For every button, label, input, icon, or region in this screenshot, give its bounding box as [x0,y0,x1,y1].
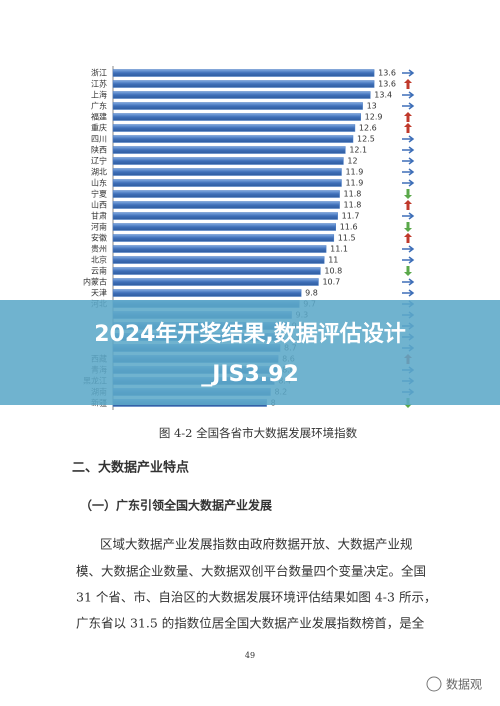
paragraph-line: 31 个省、市、自治区的大数据发展环境评估结果如图 4-3 所示， [76,590,436,605]
category-label: 安徽 [91,233,107,243]
trend-arrow [402,256,415,264]
paragraph-line: 广东省以 31.5 的指数位居全国大数据产业发展指数榜首，是全 [76,616,425,631]
category-label: 山西 [91,200,107,210]
category-label: 山东 [91,178,107,188]
value-label: 13.4 [374,91,392,100]
trend-arrow [404,79,412,89]
trend-arrow [404,233,412,243]
category-label: 天津 [91,288,107,298]
category-label: 重庆 [91,123,107,133]
subheading: （一）广东引领全国大数据产业发展 [80,498,272,513]
bar [112,212,338,220]
category-label: 内蒙古 [83,277,107,287]
value-label: 11.9 [345,168,363,177]
trend-arrow [402,91,415,99]
value-label: 9.8 [305,289,318,298]
bar [112,223,336,231]
value-label: 12.1 [349,146,367,155]
value-label: 11.7 [342,212,360,221]
bar [112,256,325,264]
value-label: 11.8 [344,201,362,210]
banner [0,300,500,405]
category-label: 宁夏 [91,189,107,199]
trend-arrow [402,146,415,154]
value-label: 12.5 [357,135,375,144]
bar [112,201,340,209]
bar [112,113,361,121]
value-label: 10.8 [324,267,342,276]
trend-arrow [402,69,415,77]
banner-text: _JIS3.92 [201,362,299,387]
category-label: 北京 [91,255,107,265]
trend-arrow [402,179,415,187]
category-label: 陕西 [91,145,107,155]
trend-arrow [404,189,412,199]
trend-arrow [402,168,415,176]
bar [112,245,327,253]
value-label: 11.6 [340,223,358,232]
category-label: 河南 [91,222,107,232]
category-label: 江苏 [91,79,107,89]
value-label: 11.5 [338,234,356,243]
category-label: 四川 [91,135,107,144]
bar [112,102,363,110]
trend-arrow [402,289,415,297]
category-label: 浙江 [91,68,107,78]
value-label: 12 [347,157,357,166]
bar [112,69,375,77]
bar [112,190,340,198]
category-label: 贵州 [91,244,107,254]
bar [112,168,342,176]
bar [112,124,356,132]
bar [112,179,342,187]
caption: 图 4-2 全国各省市大数据发展环境指数 [159,426,358,440]
value-label: 12.9 [365,113,383,122]
value-label: 10.7 [322,278,340,287]
trend-arrow [402,278,415,286]
bar [112,289,302,297]
value-label: 13.6 [378,80,396,89]
page-number: 49 [245,651,255,660]
value-label: 11 [328,256,338,265]
trend-arrow [402,157,415,165]
category-label: 甘肃 [91,211,107,221]
banner-text: 2024年开奖结果,数据评估设计 [94,321,406,347]
bar [112,234,335,242]
trend-arrow [404,112,412,122]
value-label: 13.6 [378,69,396,78]
bar [112,267,321,275]
category-label: 辽宁 [91,156,107,166]
bar [112,135,354,143]
value-label: 11.9 [345,179,363,188]
heading: 二、大数据产业特点 [72,460,189,476]
category-label: 云南 [91,266,107,276]
trend-arrow [402,212,415,220]
paragraph-line: 区域大数据产业发展指数由政府数据开放、大数据产业规 [100,537,413,552]
value-label: 12.6 [359,124,377,133]
trend-arrow [404,123,412,133]
category-label: 上海 [91,90,107,100]
paragraph-line: 模、大数据企业数量、大数据双创平台数量四个变量决定。全国 [76,564,426,579]
watermark-icon [426,676,442,692]
value-label: 11.1 [330,245,348,254]
bar [112,278,319,286]
bar [112,91,371,99]
bar [112,80,375,88]
bar [112,146,346,154]
value-label: 11.8 [344,190,362,199]
category-label: 湖北 [91,168,107,177]
trend-arrow [402,102,415,110]
category-label: 广东 [91,101,107,111]
bar [112,157,344,165]
trend-arrow [404,266,412,276]
trend-arrow [404,222,412,232]
trend-arrow [404,200,412,210]
value-label: 13 [367,102,377,111]
trend-arrow [402,245,415,253]
category-label: 福建 [91,112,107,122]
watermark: 数据观 [446,677,482,692]
trend-arrow [402,135,415,143]
